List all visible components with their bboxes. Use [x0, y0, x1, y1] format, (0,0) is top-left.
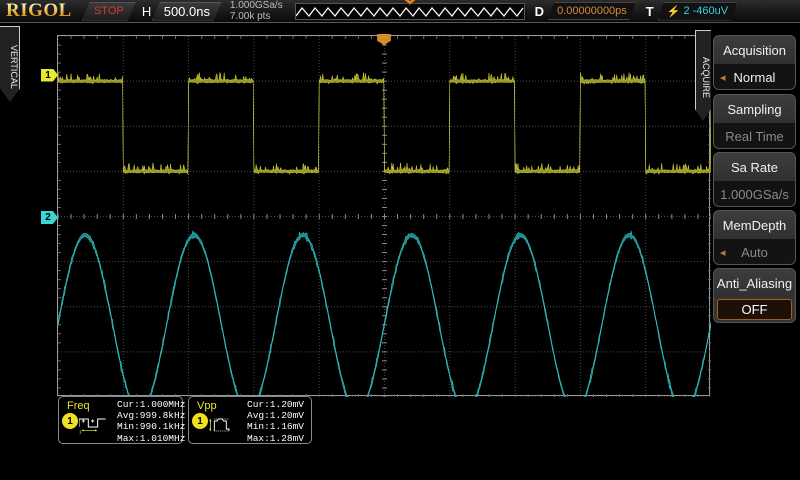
- svg-text:1: 1: [79, 430, 82, 435]
